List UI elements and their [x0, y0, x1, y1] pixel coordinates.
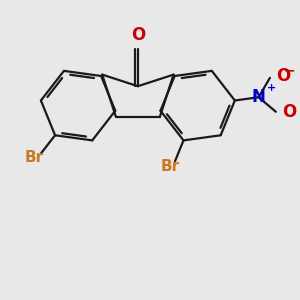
Text: O: O: [282, 103, 296, 121]
Text: N: N: [252, 88, 266, 106]
Text: +: +: [267, 83, 276, 93]
Text: O: O: [276, 67, 290, 85]
Text: Br: Br: [161, 159, 180, 174]
Text: Br: Br: [24, 150, 44, 165]
Text: O: O: [131, 26, 145, 44]
Text: −: −: [284, 63, 295, 77]
